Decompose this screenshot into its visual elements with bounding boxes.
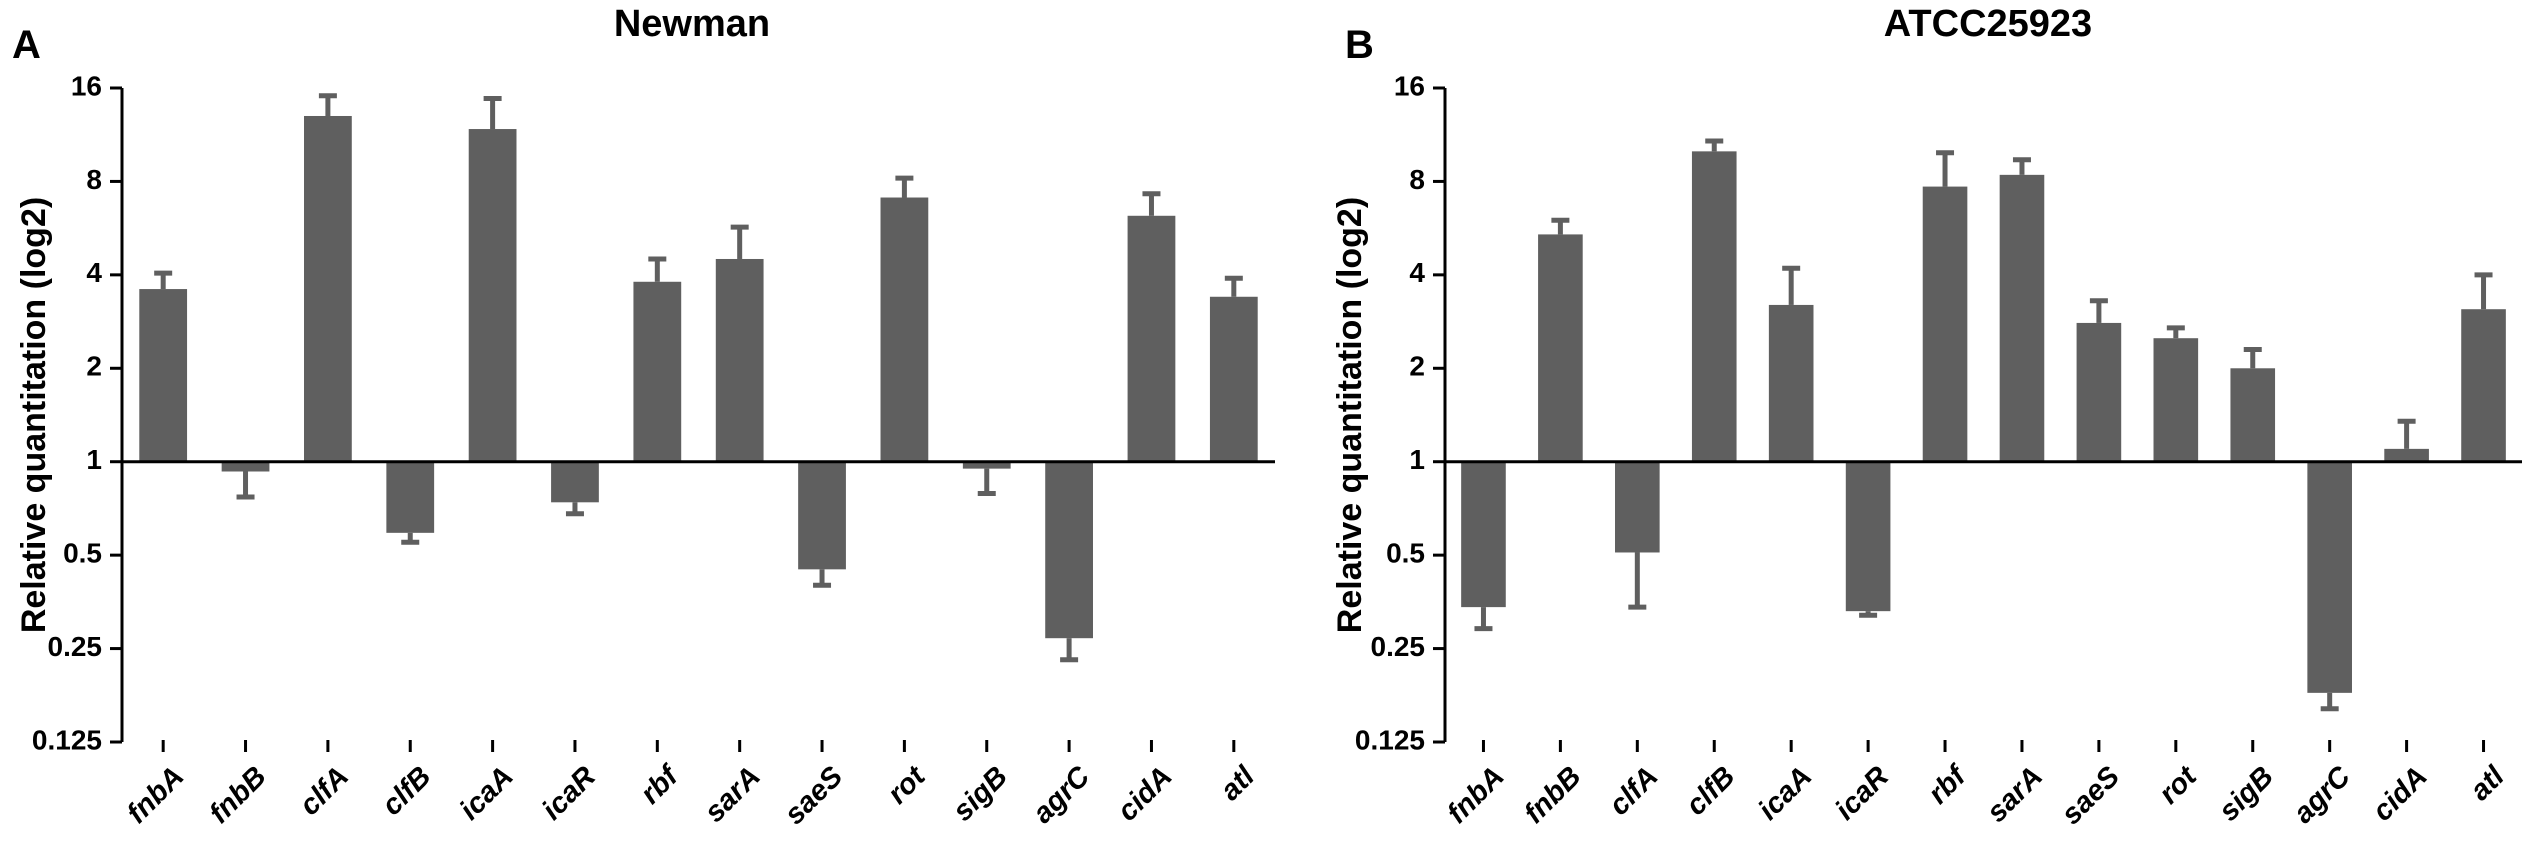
y-tick-label-2: 2 bbox=[1409, 351, 1425, 382]
x-tick-label-cidA: cidA bbox=[2367, 760, 2434, 827]
bar-fnbB bbox=[1538, 234, 1583, 462]
x-tick-label-icaR: icaR bbox=[1829, 760, 1895, 826]
chart-panel-b: B ATCC25923 Relative quantitation (log2) fn… bbox=[1331, 3, 2522, 831]
x-tick-label-sigB: sigB bbox=[2213, 760, 2280, 827]
y-tick-label-16: 16 bbox=[1394, 70, 1425, 101]
bar-fnbA bbox=[139, 289, 188, 462]
chart-title: ATCC25923 bbox=[1884, 3, 2092, 45]
x-tick-label-fnbA: fnbA bbox=[121, 760, 190, 829]
x-tick-label-rbf: rbf bbox=[1922, 758, 1974, 810]
bar-icaA bbox=[468, 129, 517, 462]
panel-letter: A bbox=[12, 23, 41, 67]
y-tick-label-16: 16 bbox=[71, 70, 102, 101]
bar-icaR bbox=[551, 461, 599, 503]
y-tick-label-4: 4 bbox=[86, 257, 102, 288]
bar-fnbB bbox=[221, 461, 270, 472]
bar-cidA bbox=[1127, 215, 1176, 462]
bar-agrC bbox=[2307, 461, 2352, 693]
y-tick-label-0.5: 0.5 bbox=[63, 538, 102, 569]
x-tick-label-icaA: icaA bbox=[1752, 760, 1818, 826]
y-tick-label-1: 1 bbox=[1409, 444, 1425, 475]
bar-sarA bbox=[715, 258, 764, 462]
bar-fnbA bbox=[1461, 461, 1506, 608]
y-tick-label-0.125: 0.125 bbox=[1355, 724, 1425, 755]
bar-atl bbox=[2461, 309, 2506, 462]
x-tick-label-saeS: saeS bbox=[779, 760, 850, 831]
bar-cidA bbox=[2384, 448, 2429, 462]
y-axis-label: Relative quantitation (log2) bbox=[1331, 197, 1369, 633]
bar-rot bbox=[2153, 338, 2199, 462]
bar-clfB bbox=[386, 461, 435, 533]
bar-saeS bbox=[2076, 322, 2122, 462]
x-tick-label-atl: atl bbox=[1214, 760, 1261, 807]
x-tick-label-agrC: agrC bbox=[2287, 760, 2357, 830]
bar-agrC bbox=[1045, 461, 1093, 639]
y-tick-label-8: 8 bbox=[1409, 164, 1425, 195]
bar-clfA bbox=[1615, 461, 1660, 553]
bar-saeS bbox=[798, 461, 846, 570]
y-tick-label-0.125: 0.125 bbox=[32, 724, 102, 755]
bar-rot bbox=[880, 197, 929, 462]
y-tick-label-0.25: 0.25 bbox=[48, 631, 103, 662]
bar-atl bbox=[1209, 296, 1258, 462]
bar-clfA bbox=[304, 115, 352, 462]
x-tick-label-fnbA: fnbA bbox=[1441, 760, 1510, 829]
x-tick-label-rot: rot bbox=[2153, 760, 2204, 811]
y-tick-label-0.25: 0.25 bbox=[1371, 631, 1426, 662]
bar-rbf bbox=[633, 281, 682, 462]
bar-icaR bbox=[1845, 461, 1891, 612]
x-tick-label-fnbB: fnbB bbox=[1518, 760, 1587, 829]
bar-sigB bbox=[2230, 368, 2276, 462]
x-tick-label-icaA: icaA bbox=[454, 760, 520, 826]
x-tick-label-sarA: sarA bbox=[699, 760, 767, 828]
y-axis-label: Relative quantitation (log2) bbox=[15, 197, 53, 633]
x-tick-label-cidA: cidA bbox=[1111, 760, 1178, 827]
x-tick-label-clfB: clfB bbox=[1680, 760, 1741, 821]
x-tick-label-agrC: agrC bbox=[1027, 760, 1097, 830]
bar-sarA bbox=[1999, 174, 2045, 462]
bar-sigB bbox=[962, 461, 1011, 469]
x-tick-label-fnbB: fnbB bbox=[203, 760, 272, 829]
panel-letter: B bbox=[1345, 23, 1374, 67]
x-tick-label-clfB: clfB bbox=[376, 760, 437, 821]
y-tick-label-8: 8 bbox=[86, 164, 102, 195]
x-tick-label-icaR: icaR bbox=[536, 760, 602, 826]
chart-title: Newman bbox=[614, 3, 770, 45]
bar-rbf bbox=[1922, 186, 1968, 462]
x-tick-label-sigB: sigB bbox=[947, 760, 1014, 827]
x-tick-label-sarA: sarA bbox=[1981, 760, 2049, 828]
chart-panel-a: A Newman Relative quantitation (log2) fnbA f… bbox=[12, 3, 1275, 831]
y-tick-label-2: 2 bbox=[86, 351, 102, 382]
x-tick-label-clfA: clfA bbox=[294, 760, 355, 821]
x-tick-label-rbf: rbf bbox=[634, 758, 686, 810]
bar-clfB bbox=[1691, 151, 1737, 462]
x-tick-label-clfA: clfA bbox=[1603, 760, 1664, 821]
x-tick-label-atl: atl bbox=[2464, 760, 2511, 807]
bar-icaA bbox=[1768, 304, 1814, 462]
x-tick-label-rot: rot bbox=[882, 760, 933, 811]
y-tick-label-0.5: 0.5 bbox=[1386, 538, 1425, 569]
x-tick-label-saeS: saeS bbox=[2055, 760, 2126, 831]
y-tick-label-1: 1 bbox=[86, 444, 102, 475]
y-tick-label-4: 4 bbox=[1409, 257, 1425, 288]
